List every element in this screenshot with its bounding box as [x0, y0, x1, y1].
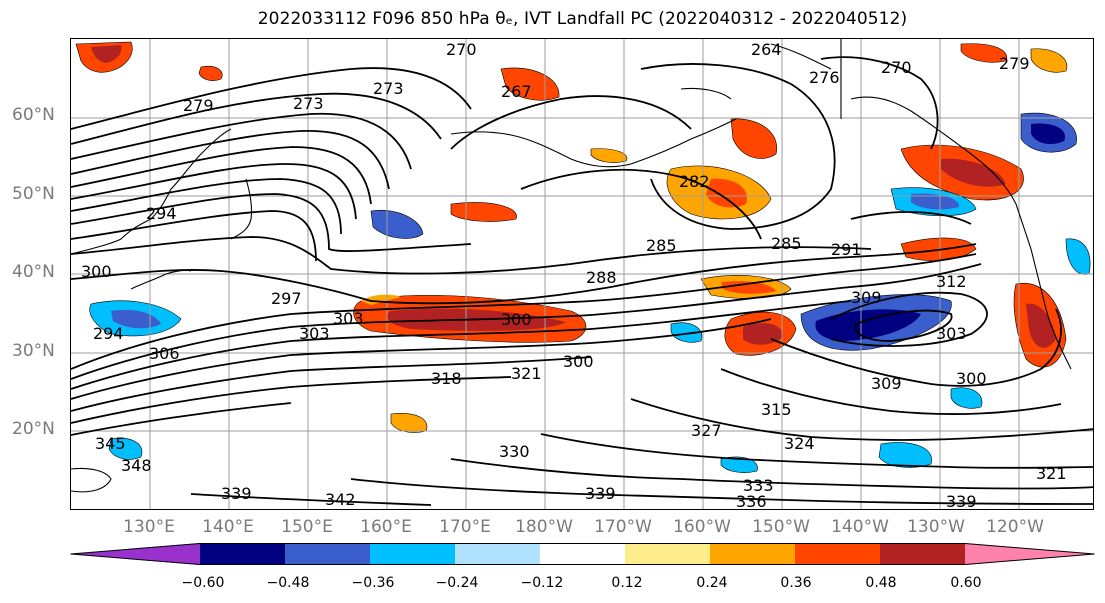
- colorbar-outline: [70, 543, 1095, 565]
- lon-label: 160°W: [673, 517, 731, 537]
- colorbar-tick-label: 0.12: [611, 575, 643, 591]
- coastlines: [71, 39, 1072, 493]
- colorbar-extend-high: [965, 543, 1095, 565]
- lon-label: 150°W: [752, 517, 810, 537]
- contour-label: 297: [271, 289, 302, 308]
- colorbar-segment: [540, 543, 626, 565]
- contour-label-group: 279 273 273 270 264 267 276 270 279 282 …: [81, 40, 1067, 510]
- contour-label: 300: [81, 262, 112, 281]
- lat-label: 30°N: [12, 341, 55, 361]
- colorbar-extend-low: [70, 543, 200, 565]
- contour-label: 300: [956, 369, 987, 388]
- lon-label: 120°W: [986, 517, 1044, 537]
- contour-label: 333: [743, 476, 774, 495]
- contour-label: 327: [691, 421, 722, 440]
- colorbar-canvas: [70, 543, 1095, 565]
- colorbar-segment: [370, 543, 456, 565]
- contour-label: 300: [563, 352, 594, 371]
- lat-label: 20°N: [12, 419, 55, 439]
- figure-title: 2022033112 F096 850 hPa θₑ, IVT Landfall…: [257, 9, 908, 29]
- contour-label: 279: [183, 96, 214, 115]
- colorbar-tick-label: −0.24: [435, 575, 479, 591]
- contour-label: 270: [446, 40, 477, 59]
- colorbar-segment: [200, 543, 286, 565]
- colorbar-tick-label: −0.48: [266, 575, 310, 591]
- contour-label: 339: [585, 484, 616, 503]
- colorbar-tick-label: −0.12: [520, 575, 564, 591]
- colorbar-tick-label: −0.60: [181, 575, 225, 591]
- contour-label: 339: [946, 492, 977, 510]
- colorbar-tick-label: 0.24: [696, 575, 728, 591]
- contour-label: 312: [936, 272, 967, 291]
- lon-label: 170°W: [594, 517, 652, 537]
- contour-label: 345: [95, 434, 126, 453]
- colorbar-segment: [795, 543, 881, 565]
- lat-label: 40°N: [12, 262, 55, 282]
- lon-label: 160°E: [360, 517, 412, 537]
- contour-label: 303: [936, 324, 967, 343]
- contour-label: 315: [761, 400, 792, 419]
- contour-label: 339: [221, 484, 252, 503]
- anomaly-fills: [75, 41, 1091, 473]
- contour-label: 324: [784, 434, 815, 453]
- contour-label: 288: [586, 268, 617, 287]
- contour-label: 330: [499, 442, 530, 461]
- contour-label: 303: [299, 324, 330, 343]
- lon-label: 130°W: [907, 517, 965, 537]
- contour-label: 309: [871, 374, 902, 393]
- contour-label: 282: [679, 172, 710, 191]
- lon-label: 180°W: [515, 517, 573, 537]
- contour-label: 279: [999, 54, 1030, 73]
- lon-label: 150°E: [281, 517, 333, 537]
- colorbar-tick-label: 0.48: [865, 575, 897, 591]
- contour-label: 294: [93, 324, 124, 343]
- contour-label: 342: [325, 490, 356, 509]
- contour-label: 264: [751, 40, 782, 59]
- colorbar-segment: [455, 543, 541, 565]
- contour-label: 336: [736, 492, 767, 510]
- contour-label: 306: [149, 344, 180, 363]
- contour-label: 321: [1036, 464, 1067, 483]
- contour-label: 273: [373, 79, 404, 98]
- contour-label: 348: [121, 456, 152, 475]
- contour-label: 273: [293, 94, 324, 113]
- contour-label: 303: [333, 309, 364, 328]
- contour-label: 321: [511, 364, 542, 383]
- map-canvas: 279 273 273 270 264 267 276 270 279 282 …: [71, 39, 1093, 510]
- lon-label: 140°E: [202, 517, 254, 537]
- contour-label: 285: [646, 236, 677, 255]
- lat-label: 60°N: [12, 105, 55, 125]
- contour-label: 309: [851, 288, 882, 307]
- lon-label: 130°E: [123, 517, 175, 537]
- contour-label: 294: [146, 204, 177, 223]
- colorbar: [70, 543, 1095, 565]
- contour-label: 291: [831, 240, 862, 259]
- lon-label: 140°W: [831, 517, 889, 537]
- contour-label: 300: [501, 310, 532, 329]
- colorbar-tick-label: 0.60: [950, 575, 982, 591]
- colorbar-tick-label: −0.36: [351, 575, 395, 591]
- lon-label: 170°E: [439, 517, 491, 537]
- contour-label: 285: [771, 234, 802, 253]
- contour-label: 267: [501, 82, 532, 101]
- contour-label: 276: [809, 68, 840, 87]
- colorbar-segment: [625, 543, 711, 565]
- colorbar-segment: [285, 543, 371, 565]
- theta-e-contours: [71, 56, 1093, 506]
- map-panel: 279 273 273 270 264 267 276 270 279 282 …: [70, 38, 1094, 510]
- colorbar-segment: [880, 543, 966, 565]
- lat-label: 50°N: [12, 184, 55, 204]
- colorbar-segment: [710, 543, 796, 565]
- contour-label: 270: [881, 58, 912, 77]
- colorbar-tick-label: 0.36: [780, 575, 812, 591]
- contour-label: 318: [431, 369, 462, 388]
